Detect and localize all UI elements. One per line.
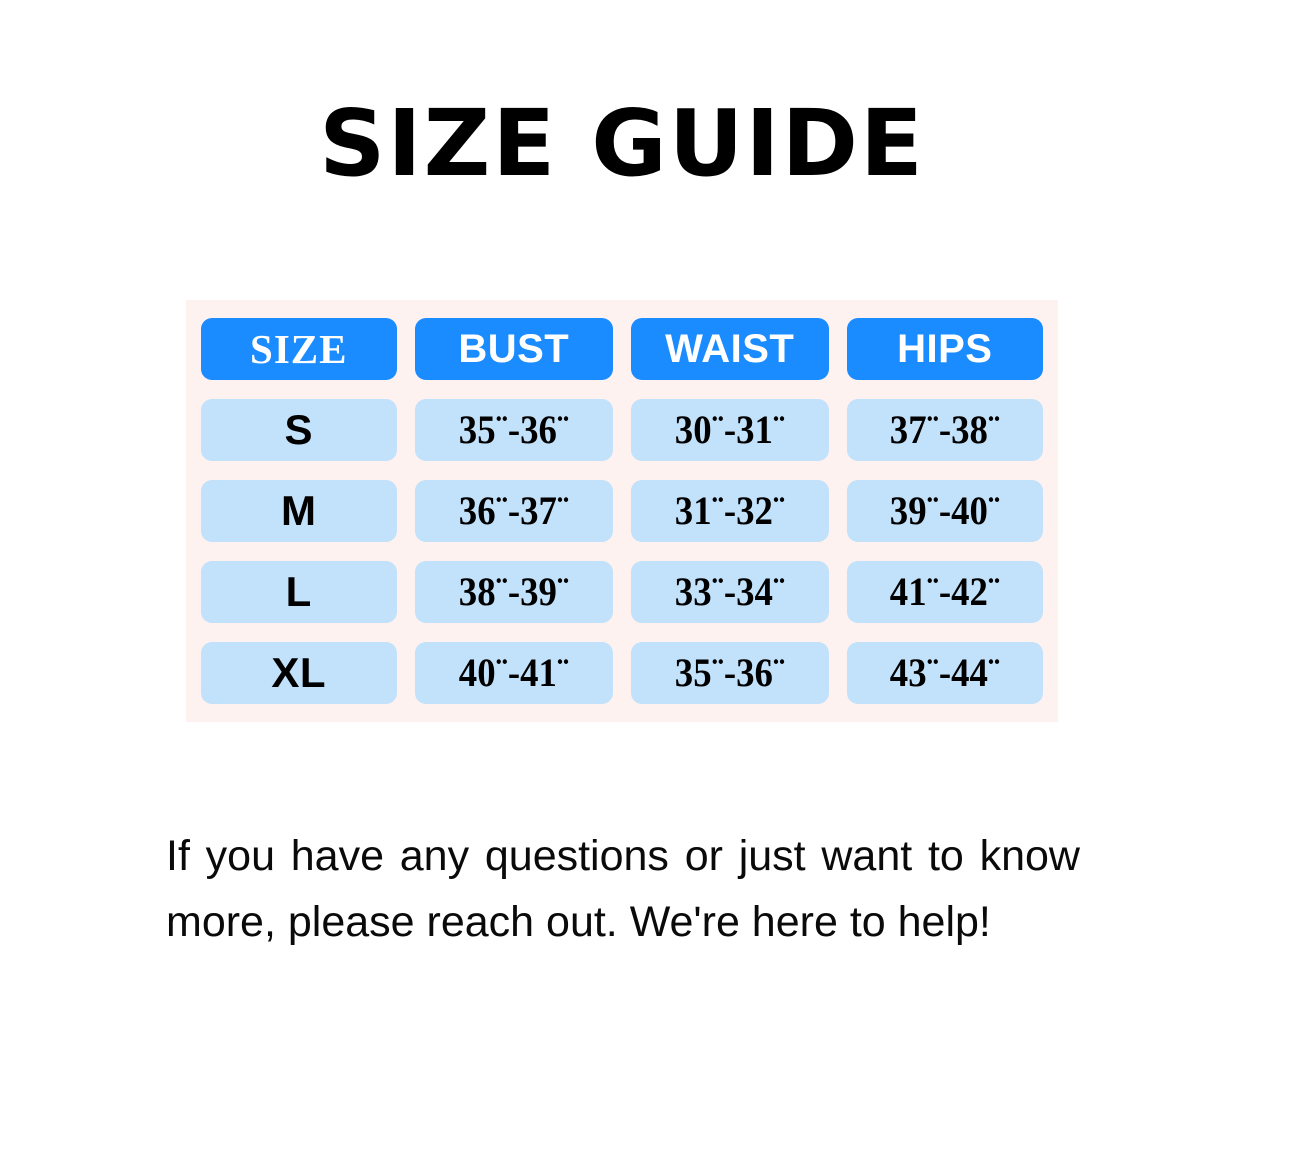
cell-size: L bbox=[201, 561, 397, 623]
cell-size: XL bbox=[201, 642, 397, 704]
cell-bust: 40¨-41¨ bbox=[414, 642, 613, 704]
cell-hips-value: 43¨-44¨ bbox=[889, 650, 1000, 695]
cell-waist: 35¨-36¨ bbox=[631, 642, 829, 704]
column-header-hips: HIPS bbox=[846, 318, 1043, 380]
size-table: SIZE BUST WAIST HIPS S 35¨-36¨ bbox=[201, 318, 1043, 704]
cell-size-value: XL bbox=[271, 649, 327, 696]
cell-waist-value: 30¨-31¨ bbox=[674, 407, 785, 452]
help-note: If you have any questions or just want t… bbox=[166, 832, 1080, 946]
column-header-size: SIZE bbox=[201, 318, 397, 380]
cell-bust-value: 40¨-41¨ bbox=[458, 650, 569, 695]
cell-hips-value: 37¨-38¨ bbox=[889, 407, 1000, 452]
cell-hips-value: 39¨-40¨ bbox=[889, 488, 1000, 533]
cell-hips: 41¨-42¨ bbox=[846, 561, 1043, 623]
cell-size-value: M bbox=[281, 487, 317, 534]
table-header-row: SIZE BUST WAIST HIPS bbox=[201, 318, 1043, 380]
cell-hips: 39¨-40¨ bbox=[846, 480, 1043, 542]
page-title: SIZE GUIDE bbox=[319, 90, 925, 197]
table-row: L 38¨-39¨ 33¨-34¨ 41¨-42¨ bbox=[201, 561, 1043, 623]
cell-bust-value: 36¨-37¨ bbox=[458, 488, 569, 533]
column-header-bust-label: BUST bbox=[458, 327, 570, 371]
cell-bust-value: 38¨-39¨ bbox=[458, 569, 569, 614]
cell-size-value: S bbox=[284, 406, 314, 453]
column-header-waist-label: WAIST bbox=[665, 327, 795, 371]
cell-waist-value: 33¨-34¨ bbox=[674, 569, 785, 614]
size-table-card: SIZE BUST WAIST HIPS S 35¨-36¨ bbox=[186, 300, 1058, 722]
column-header-waist: WAIST bbox=[631, 318, 829, 380]
cell-size-value: L bbox=[285, 568, 312, 615]
column-header-bust: BUST bbox=[414, 318, 613, 380]
column-header-hips-label: HIPS bbox=[897, 327, 993, 371]
cell-waist-value: 31¨-32¨ bbox=[674, 488, 785, 533]
cell-waist: 33¨-34¨ bbox=[631, 561, 829, 623]
cell-size: M bbox=[201, 480, 397, 542]
cell-bust-value: 35¨-36¨ bbox=[458, 407, 569, 452]
table-row: XL 40¨-41¨ 35¨-36¨ 43¨-44¨ bbox=[201, 642, 1043, 704]
cell-bust: 35¨-36¨ bbox=[414, 399, 613, 461]
cell-hips: 37¨-38¨ bbox=[846, 399, 1043, 461]
table-row: S 35¨-36¨ 30¨-31¨ 37¨-38¨ bbox=[201, 399, 1043, 461]
cell-waist-value: 35¨-36¨ bbox=[674, 650, 785, 695]
cell-waist: 30¨-31¨ bbox=[631, 399, 829, 461]
cell-hips-value: 41¨-42¨ bbox=[889, 569, 1000, 614]
column-header-size-label: SIZE bbox=[250, 326, 348, 372]
cell-size: S bbox=[201, 399, 397, 461]
table-row: M 36¨-37¨ 31¨-32¨ 39¨-40¨ bbox=[201, 480, 1043, 542]
cell-hips: 43¨-44¨ bbox=[846, 642, 1043, 704]
cell-waist: 31¨-32¨ bbox=[631, 480, 829, 542]
cell-bust: 36¨-37¨ bbox=[414, 480, 613, 542]
cell-bust: 38¨-39¨ bbox=[414, 561, 613, 623]
